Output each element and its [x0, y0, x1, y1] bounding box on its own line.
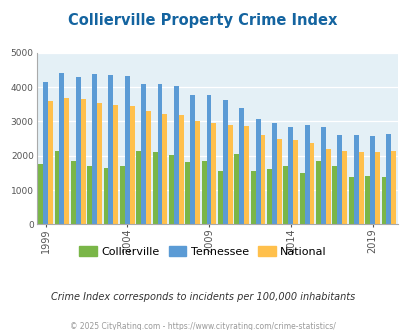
Bar — [320, 127, 325, 224]
Bar — [178, 115, 183, 224]
Bar — [113, 105, 118, 224]
Bar — [48, 101, 53, 224]
Bar — [124, 76, 130, 224]
Bar — [190, 95, 195, 224]
Bar — [54, 150, 59, 224]
Legend: Collierville, Tennessee, National: Collierville, Tennessee, National — [75, 242, 330, 261]
Bar — [136, 150, 141, 224]
Bar — [283, 166, 288, 224]
Bar — [146, 111, 151, 224]
Bar — [43, 82, 48, 224]
Bar — [255, 119, 260, 224]
Bar — [288, 127, 292, 224]
Bar — [76, 77, 81, 224]
Bar — [71, 161, 76, 224]
Bar — [97, 103, 102, 224]
Bar — [358, 152, 362, 224]
Bar — [337, 135, 341, 224]
Bar — [369, 136, 374, 224]
Text: Collierville Property Crime Index: Collierville Property Crime Index — [68, 13, 337, 28]
Text: © 2025 CityRating.com - https://www.cityrating.com/crime-statistics/: © 2025 CityRating.com - https://www.city… — [70, 322, 335, 330]
Bar — [141, 84, 146, 224]
Bar — [299, 173, 304, 224]
Bar — [304, 125, 309, 224]
Bar — [325, 149, 330, 224]
Bar — [168, 155, 173, 224]
Bar — [152, 152, 157, 224]
Bar — [222, 100, 227, 224]
Bar — [250, 171, 255, 224]
Bar — [81, 99, 85, 224]
Bar — [260, 135, 265, 224]
Bar — [364, 176, 369, 224]
Bar — [381, 177, 386, 224]
Bar — [59, 73, 64, 224]
Bar — [38, 164, 43, 224]
Bar — [119, 166, 124, 224]
Bar — [227, 125, 232, 224]
Bar — [239, 108, 243, 224]
Bar — [309, 143, 314, 224]
Bar — [185, 162, 190, 224]
Bar — [217, 171, 222, 224]
Text: Crime Index corresponds to incidents per 100,000 inhabitants: Crime Index corresponds to incidents per… — [51, 292, 354, 302]
Bar — [374, 152, 379, 224]
Bar — [353, 135, 358, 224]
Bar — [173, 86, 178, 224]
Bar — [92, 74, 97, 224]
Bar — [108, 76, 113, 224]
Bar — [243, 126, 249, 224]
Bar — [332, 166, 337, 224]
Bar — [195, 121, 200, 224]
Bar — [206, 95, 211, 224]
Bar — [234, 154, 239, 224]
Bar — [157, 84, 162, 224]
Bar — [390, 151, 395, 224]
Bar — [341, 150, 346, 224]
Bar — [292, 140, 297, 224]
Bar — [211, 123, 216, 224]
Bar — [103, 168, 108, 224]
Bar — [201, 161, 206, 224]
Bar — [348, 177, 353, 224]
Bar — [130, 106, 134, 224]
Bar — [87, 166, 92, 224]
Bar — [64, 98, 69, 224]
Bar — [276, 139, 281, 224]
Bar — [386, 135, 390, 224]
Bar — [271, 123, 276, 224]
Bar — [266, 169, 271, 224]
Bar — [315, 161, 320, 224]
Bar — [162, 114, 167, 224]
